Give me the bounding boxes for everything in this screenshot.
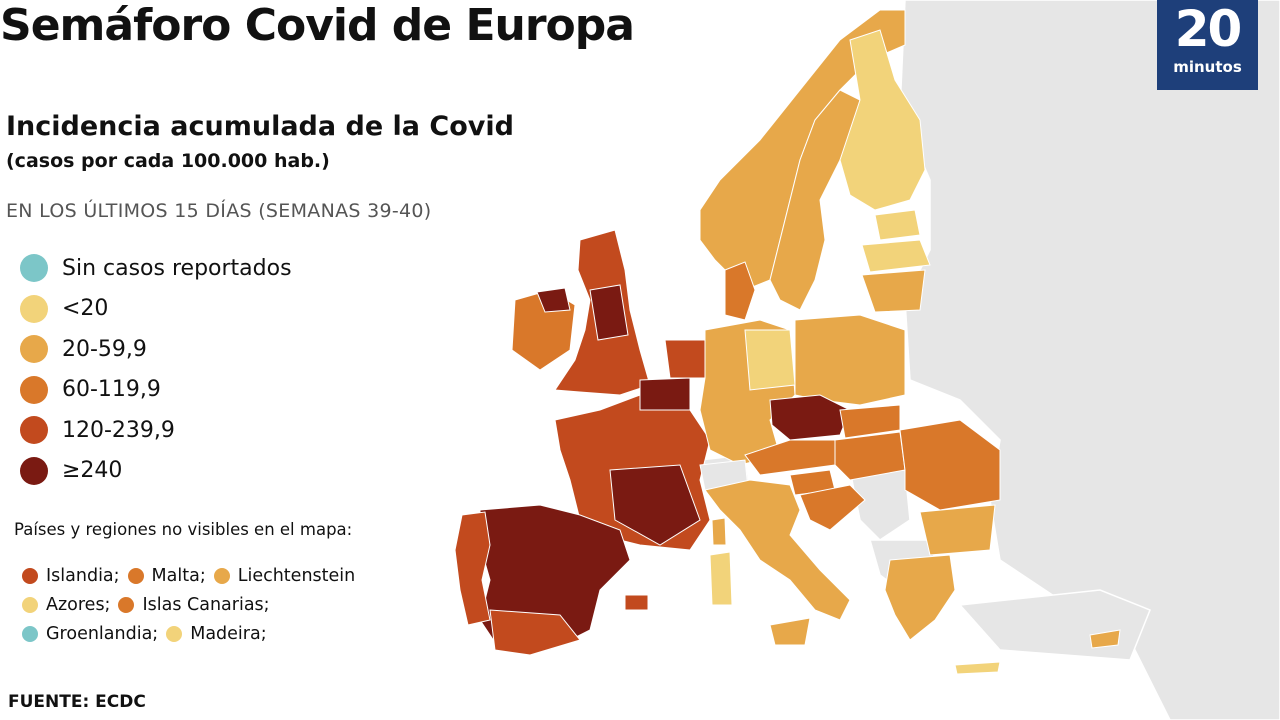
legend-label: ≥240 [62,458,123,484]
region-swatch-icon [166,625,183,642]
hidden-region: Groenlandia; [22,624,158,644]
legend-item: 60-119,9 [20,370,292,411]
hidden-region-label: Azores; [46,594,111,615]
legend-label: 60-119,9 [62,377,161,403]
region-france-southeast [609,464,701,546]
hidden-region-label: Malta; [151,565,206,586]
legend-swatch-icon [20,294,48,323]
country-northern-ireland [536,287,571,313]
region-swatch-icon [118,596,135,613]
hidden-region: Malta; [127,565,206,586]
region-swatch-icon [22,567,38,584]
hidden-region-label: Islandia; [46,565,120,586]
country-lithuania [861,269,926,313]
country-croatia [799,484,866,531]
region-swatch-icon [213,567,230,584]
country-netherlands [664,339,706,379]
legend-label: <20 [62,296,109,322]
legend-swatch-icon [20,335,48,364]
hidden-region-label: Liechtenstein [237,565,356,586]
hidden-region: Islas Canarias; [118,594,270,615]
country-finland [839,29,926,211]
country-poland [794,314,906,406]
region-crete [954,661,1001,675]
region-corsica [711,517,727,546]
legend-item: <20 [20,289,292,330]
legend-swatch-icon [20,456,48,485]
region-balearic [624,594,649,611]
legend: Sin casos reportados <20 20-59,9 60-119,… [20,248,292,491]
country-latvia [861,239,931,273]
region-swatch-icon [22,596,38,613]
legend-item: ≥240 [20,451,292,492]
hidden-regions-row: Islandia; Malta; Liechtenstein [22,561,363,590]
page-title: Semáforo Covid de Europa [0,0,635,51]
legend-swatch-icon [20,375,48,404]
region-north-england [589,284,629,341]
hidden-regions-title: Países y regiones no visibles en el mapa… [14,520,353,539]
legend-label: 20-59,9 [62,336,147,362]
hidden-regions-row: Azores; Islas Canarias; [22,590,363,619]
country-belgium [639,377,691,411]
legend-swatch-icon [20,254,48,283]
logo-word: minutos [1173,58,1242,76]
legend-swatch-icon [20,416,48,445]
period-label: EN LOS ÚLTIMOS 15 DÍAS (SEMANAS 39-40) [6,200,432,222]
region-germany-east [744,329,796,391]
hidden-region: Islandia; [22,566,120,586]
hidden-region-label: Madeira; [190,623,267,644]
legend-label: Sin casos reportados [62,255,292,281]
country-hungary [834,431,906,481]
legend-item: 120-239,9 [20,410,292,451]
hidden-region-label: Islas Canarias; [142,594,270,615]
legend-item: 20-59,9 [20,329,292,370]
country-czechia [769,394,851,441]
hidden-regions-row: Groenlandia; Madeira; [22,619,363,648]
hidden-regions-list: Islandia; Malta; Liechtenstein Azores; I… [22,561,363,648]
logo-number: 20 [1174,0,1243,58]
region-swatch-icon [22,625,38,642]
region-spain-south [489,609,581,656]
hidden-region: Liechtenstein [213,565,356,586]
country-romania [899,419,1001,511]
country-bulgaria [919,504,996,556]
legend-label: 120-239,9 [62,417,175,443]
country-sweden [769,89,861,311]
source-note: FUENTE: ECDC [8,692,146,712]
country-cyprus [1089,629,1121,649]
country-italy [704,479,851,621]
hidden-region: Madeira; [166,623,267,644]
country-portugal [454,511,491,626]
legend-item: Sin casos reportados [20,248,292,289]
map-subtitle: Incidencia acumulada de la Covid [6,111,514,142]
region-sicily [769,617,811,646]
country-denmark [724,261,756,321]
region-sardinia [709,551,733,606]
hidden-region: Azores; [22,595,110,615]
brand-logo: 20 minutos [1157,0,1258,90]
country-greece [884,554,956,641]
region-swatch-icon [127,567,144,584]
country-estonia [874,209,921,241]
map-subtitle-unit: (casos por cada 100.000 hab.) [6,150,330,172]
hidden-region-label: Groenlandia; [46,623,159,644]
